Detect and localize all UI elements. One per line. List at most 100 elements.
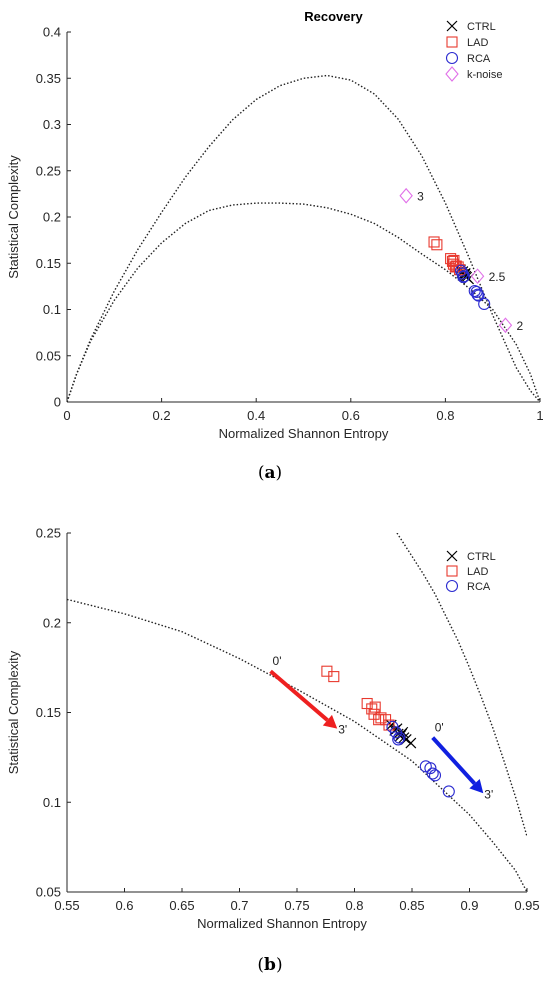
data-point-RCA: [392, 733, 405, 746]
data-point-RCA: [426, 767, 439, 780]
legend-label-RCA: RCA: [467, 581, 491, 593]
x-axis-label: Normalized Shannon Entropy: [197, 916, 367, 931]
data-point-LAD: [428, 236, 440, 248]
data-point-RCA: [428, 769, 442, 782]
legend-label-RCA: RCA: [467, 53, 491, 65]
series-RCA: [386, 720, 455, 798]
x-tick-label: 0.85: [399, 898, 424, 913]
point-annotation: 3: [417, 190, 424, 204]
chart-a: 0 0.2 0.4 0.6 0.8 1 0 0.05 0.1 0.15 0.2 0.25 0.3 0.35…: [6, 9, 544, 441]
data-point-k-noise: [498, 317, 513, 334]
legend-label-CTRL: CTRL: [467, 21, 496, 33]
data-point-LAD: [431, 239, 443, 251]
plot-area: [67, 533, 527, 892]
legend-marker-k-noise: [445, 66, 459, 82]
data-point-LAD: [369, 701, 381, 713]
data-point-LAD: [452, 261, 464, 273]
boundary-curve-lower: [67, 598, 527, 892]
series-k-noise: [399, 187, 513, 334]
data-point-k-noise: [470, 268, 485, 285]
arrow-end-label: 3': [484, 787, 493, 801]
legend-marker-RCA: [445, 51, 459, 65]
y-tick-label: 0.15: [36, 256, 61, 271]
data-point-RCA: [457, 271, 470, 284]
data-point-RCA: [472, 289, 485, 302]
boundary-curve-upper: [396, 533, 527, 837]
series-LAD: [428, 236, 466, 276]
x-axis-label: Normalized Shannon Entropy: [219, 426, 389, 441]
data-point-RCA: [424, 762, 437, 775]
arrow-start-label: 0': [435, 721, 444, 735]
legend-marker-CTRL: [446, 550, 458, 562]
x-tick-label: 0.6: [342, 408, 360, 423]
x-tick-label: 0.95: [514, 898, 539, 913]
caption-a: (a): [257, 463, 283, 483]
series-RCA: [454, 264, 491, 311]
caption-b-letter: b: [264, 955, 276, 975]
caption-b: (b): [257, 955, 283, 975]
legend-label-LAD: LAD: [467, 37, 488, 49]
legend-marker-LAD: [446, 565, 458, 577]
y-tick-label: 0.05: [36, 885, 61, 900]
data-point-LAD: [454, 264, 466, 276]
boundary-curve-lower: [67, 202, 540, 402]
legend-label-k-noise: k-noise: [467, 69, 502, 81]
x-tick-label: 0.75: [284, 898, 309, 913]
x-tick-label: 0.55: [54, 898, 79, 913]
y-tick-label: 0.05: [36, 348, 61, 363]
x-tick-label: 1: [536, 408, 543, 423]
legend-label-CTRL: CTRL: [467, 551, 496, 563]
legend-marker-CTRL: [446, 20, 458, 32]
x-tick-label: 0.8: [436, 408, 454, 423]
trend-arrow-red: [269, 669, 329, 722]
x-tick-label: 0.6: [115, 898, 133, 913]
data-point-RCA: [442, 785, 455, 798]
data-point-RCA: [454, 264, 468, 277]
data-point-RCA: [478, 297, 491, 311]
data-point-LAD: [328, 671, 340, 683]
y-tick-label: 0.3: [43, 117, 61, 132]
y-tick-label: 0.4: [43, 25, 61, 40]
x-tick-label: 0: [63, 408, 70, 423]
legend-marker-RCA: [445, 579, 459, 593]
y-tick-label: 0.2: [43, 615, 61, 630]
y-tick-label: 0.35: [36, 71, 61, 86]
arrow-end-label: 3': [338, 723, 347, 737]
y-tick-label: 0: [54, 395, 61, 410]
legend-label-LAD: LAD: [467, 566, 488, 578]
point-annotation: 2: [516, 319, 523, 333]
x-tick-label: 0.7: [230, 898, 248, 913]
caption-a-letter: a: [264, 463, 276, 483]
y-axis-label: Statistical Complexity: [6, 155, 21, 279]
arrow-start-label: 0': [273, 654, 282, 668]
series-LAD: [321, 665, 395, 731]
x-tick-label: 0.65: [169, 898, 194, 913]
point-annotation: 2.5: [489, 270, 506, 284]
legend: CTRL LAD RCA: [445, 550, 496, 593]
trend-arrow-blue: [431, 736, 477, 786]
y-tick-label: 0.1: [43, 795, 61, 810]
y-tick-label: 0.25: [36, 163, 61, 178]
x-tick-label: 0.9: [460, 898, 478, 913]
y-tick-label: 0.25: [36, 526, 61, 541]
y-tick-label: 0.2: [43, 210, 61, 225]
legend: CTRL LAD RCA k-noise: [445, 20, 502, 82]
trend-arrow-head-blue: [469, 778, 484, 794]
boundary-curve-upper: [67, 74, 540, 402]
y-axis-label: Statistical Complexity: [6, 650, 21, 774]
data-point-RCA: [468, 284, 481, 298]
x-tick-label: 0.4: [247, 408, 265, 423]
x-tick-label: 0.2: [153, 408, 171, 423]
data-point-LAD: [450, 260, 462, 272]
chart-title: Recovery: [304, 9, 363, 24]
y-tick-label: 0.1: [43, 302, 61, 317]
trend-arrow-head-red: [322, 714, 338, 729]
x-tick-label: 0.8: [345, 898, 363, 913]
data-point-RCA: [471, 288, 484, 301]
data-point-RCA: [393, 731, 406, 744]
data-point-k-noise: [399, 187, 413, 204]
data-point-LAD: [383, 719, 395, 731]
data-point-CTRL: [405, 737, 417, 749]
legend-marker-LAD: [446, 36, 458, 48]
